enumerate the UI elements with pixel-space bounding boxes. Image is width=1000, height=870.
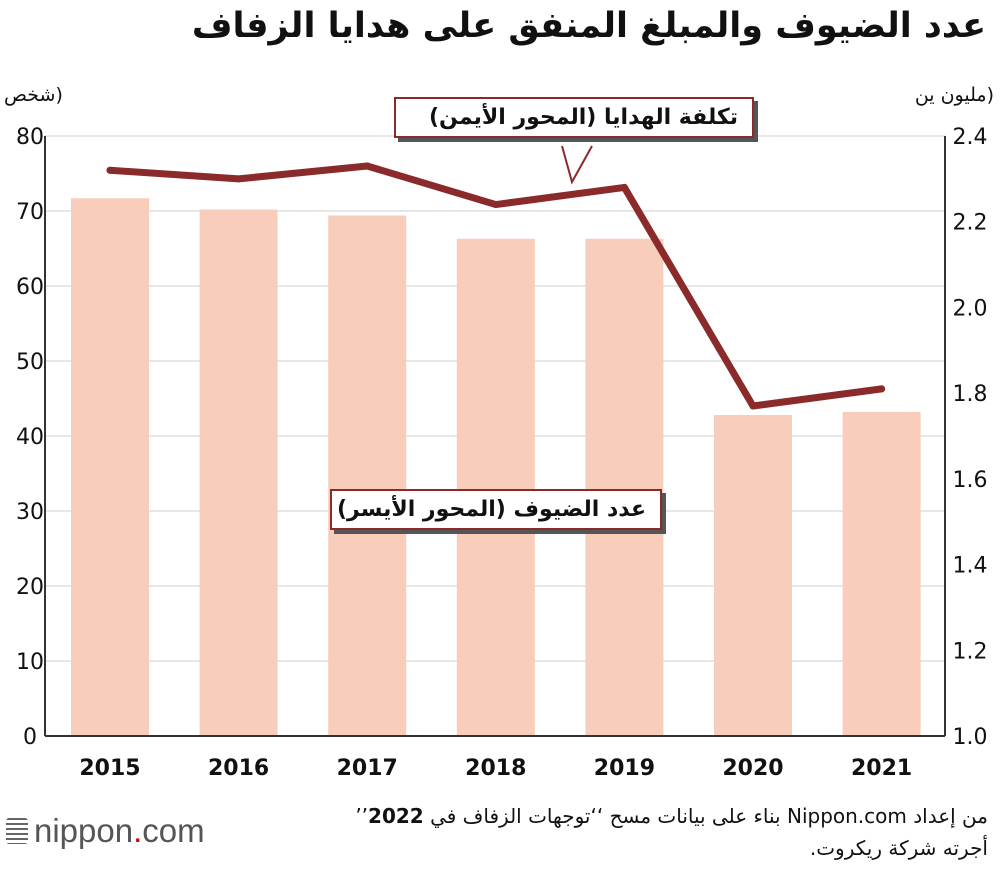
source-prefix: من إعداد Nippon.com بناء على بيانات مسح … [423, 804, 988, 828]
chart-title: عدد الضيوف والمبلغ المنفق على هدايا الزف… [191, 6, 986, 46]
right-tick-label: 2.4 [953, 125, 988, 150]
x-tick-label-2021: 2021 [851, 756, 912, 781]
left-tick-label: 0 [23, 725, 37, 750]
cost-point-2016 [235, 175, 243, 183]
source-line-2: أجرته شركة ريكروت. [809, 836, 988, 860]
right-tick-label: 1.8 [953, 382, 988, 407]
bar-2017 [328, 215, 407, 736]
right-tick-label: 2.2 [953, 211, 988, 236]
right-tick-label: 1.4 [953, 554, 988, 579]
source-line-1: من إعداد Nippon.com بناء على بيانات مسح … [268, 800, 988, 832]
right-tick-label: 1.6 [953, 468, 988, 493]
left-tick-label: 10 [16, 650, 44, 675]
logo-tld: com [142, 812, 205, 849]
left-tick-label: 30 [16, 500, 44, 525]
logo-dot: . [133, 812, 143, 849]
bar-2019 [585, 238, 664, 736]
left-tick-label: 50 [16, 350, 44, 375]
cost-point-2019 [620, 183, 628, 191]
right-tick-label: 2.0 [953, 296, 988, 321]
bar-2020 [714, 415, 792, 736]
bar-2016 [199, 209, 278, 736]
bar-series-callout: عدد الضيوف (المحور الأيسر) [330, 489, 662, 530]
nippon-logo: nippon.com [6, 812, 205, 850]
right-axis-unit: (مليون ين [914, 84, 994, 106]
cost-point-2020 [749, 402, 757, 410]
bar-2021 [842, 412, 921, 736]
source-suffix: ’’ [355, 804, 369, 828]
left-axis-unit: (شخص [4, 84, 63, 106]
line-callout-pointer [561, 145, 593, 185]
x-tick-label-2020: 2020 [722, 756, 783, 781]
x-tick-label-2018: 2018 [465, 756, 526, 781]
cost-point-2018 [492, 201, 500, 209]
right-tick-label: 1.2 [953, 639, 988, 664]
left-tick-label: 60 [16, 275, 44, 300]
x-tick-label-2015: 2015 [79, 756, 140, 781]
cost-point-2015 [106, 166, 114, 174]
source-note: من إعداد Nippon.com بناء على بيانات مسح … [268, 800, 988, 864]
bar-2018 [456, 238, 535, 736]
cost-point-2021 [878, 385, 886, 393]
cost-point-2017 [363, 162, 371, 170]
source-year: 2022 [368, 804, 424, 828]
line-series-callout: تكلفة الهدايا (المحور الأيمن) [394, 97, 754, 138]
bar-2015 [71, 198, 149, 736]
x-tick-label-2017: 2017 [337, 756, 398, 781]
logo-bars-icon [6, 818, 28, 844]
right-tick-label: 1.0 [953, 725, 988, 750]
x-tick-label-2016: 2016 [208, 756, 269, 781]
x-tick-label-2019: 2019 [594, 756, 655, 781]
left-tick-label: 40 [16, 425, 44, 450]
logo-name: nippon [34, 812, 134, 849]
left-tick-label: 80 [16, 125, 44, 150]
left-tick-label: 70 [16, 200, 44, 225]
left-tick-label: 20 [16, 575, 44, 600]
chart-svg: 0 10 20 30 40 50 60 70 80 1.0 1.2 1.4 1.6 1.8 2.0 2.2 2.… [16, 125, 988, 781]
